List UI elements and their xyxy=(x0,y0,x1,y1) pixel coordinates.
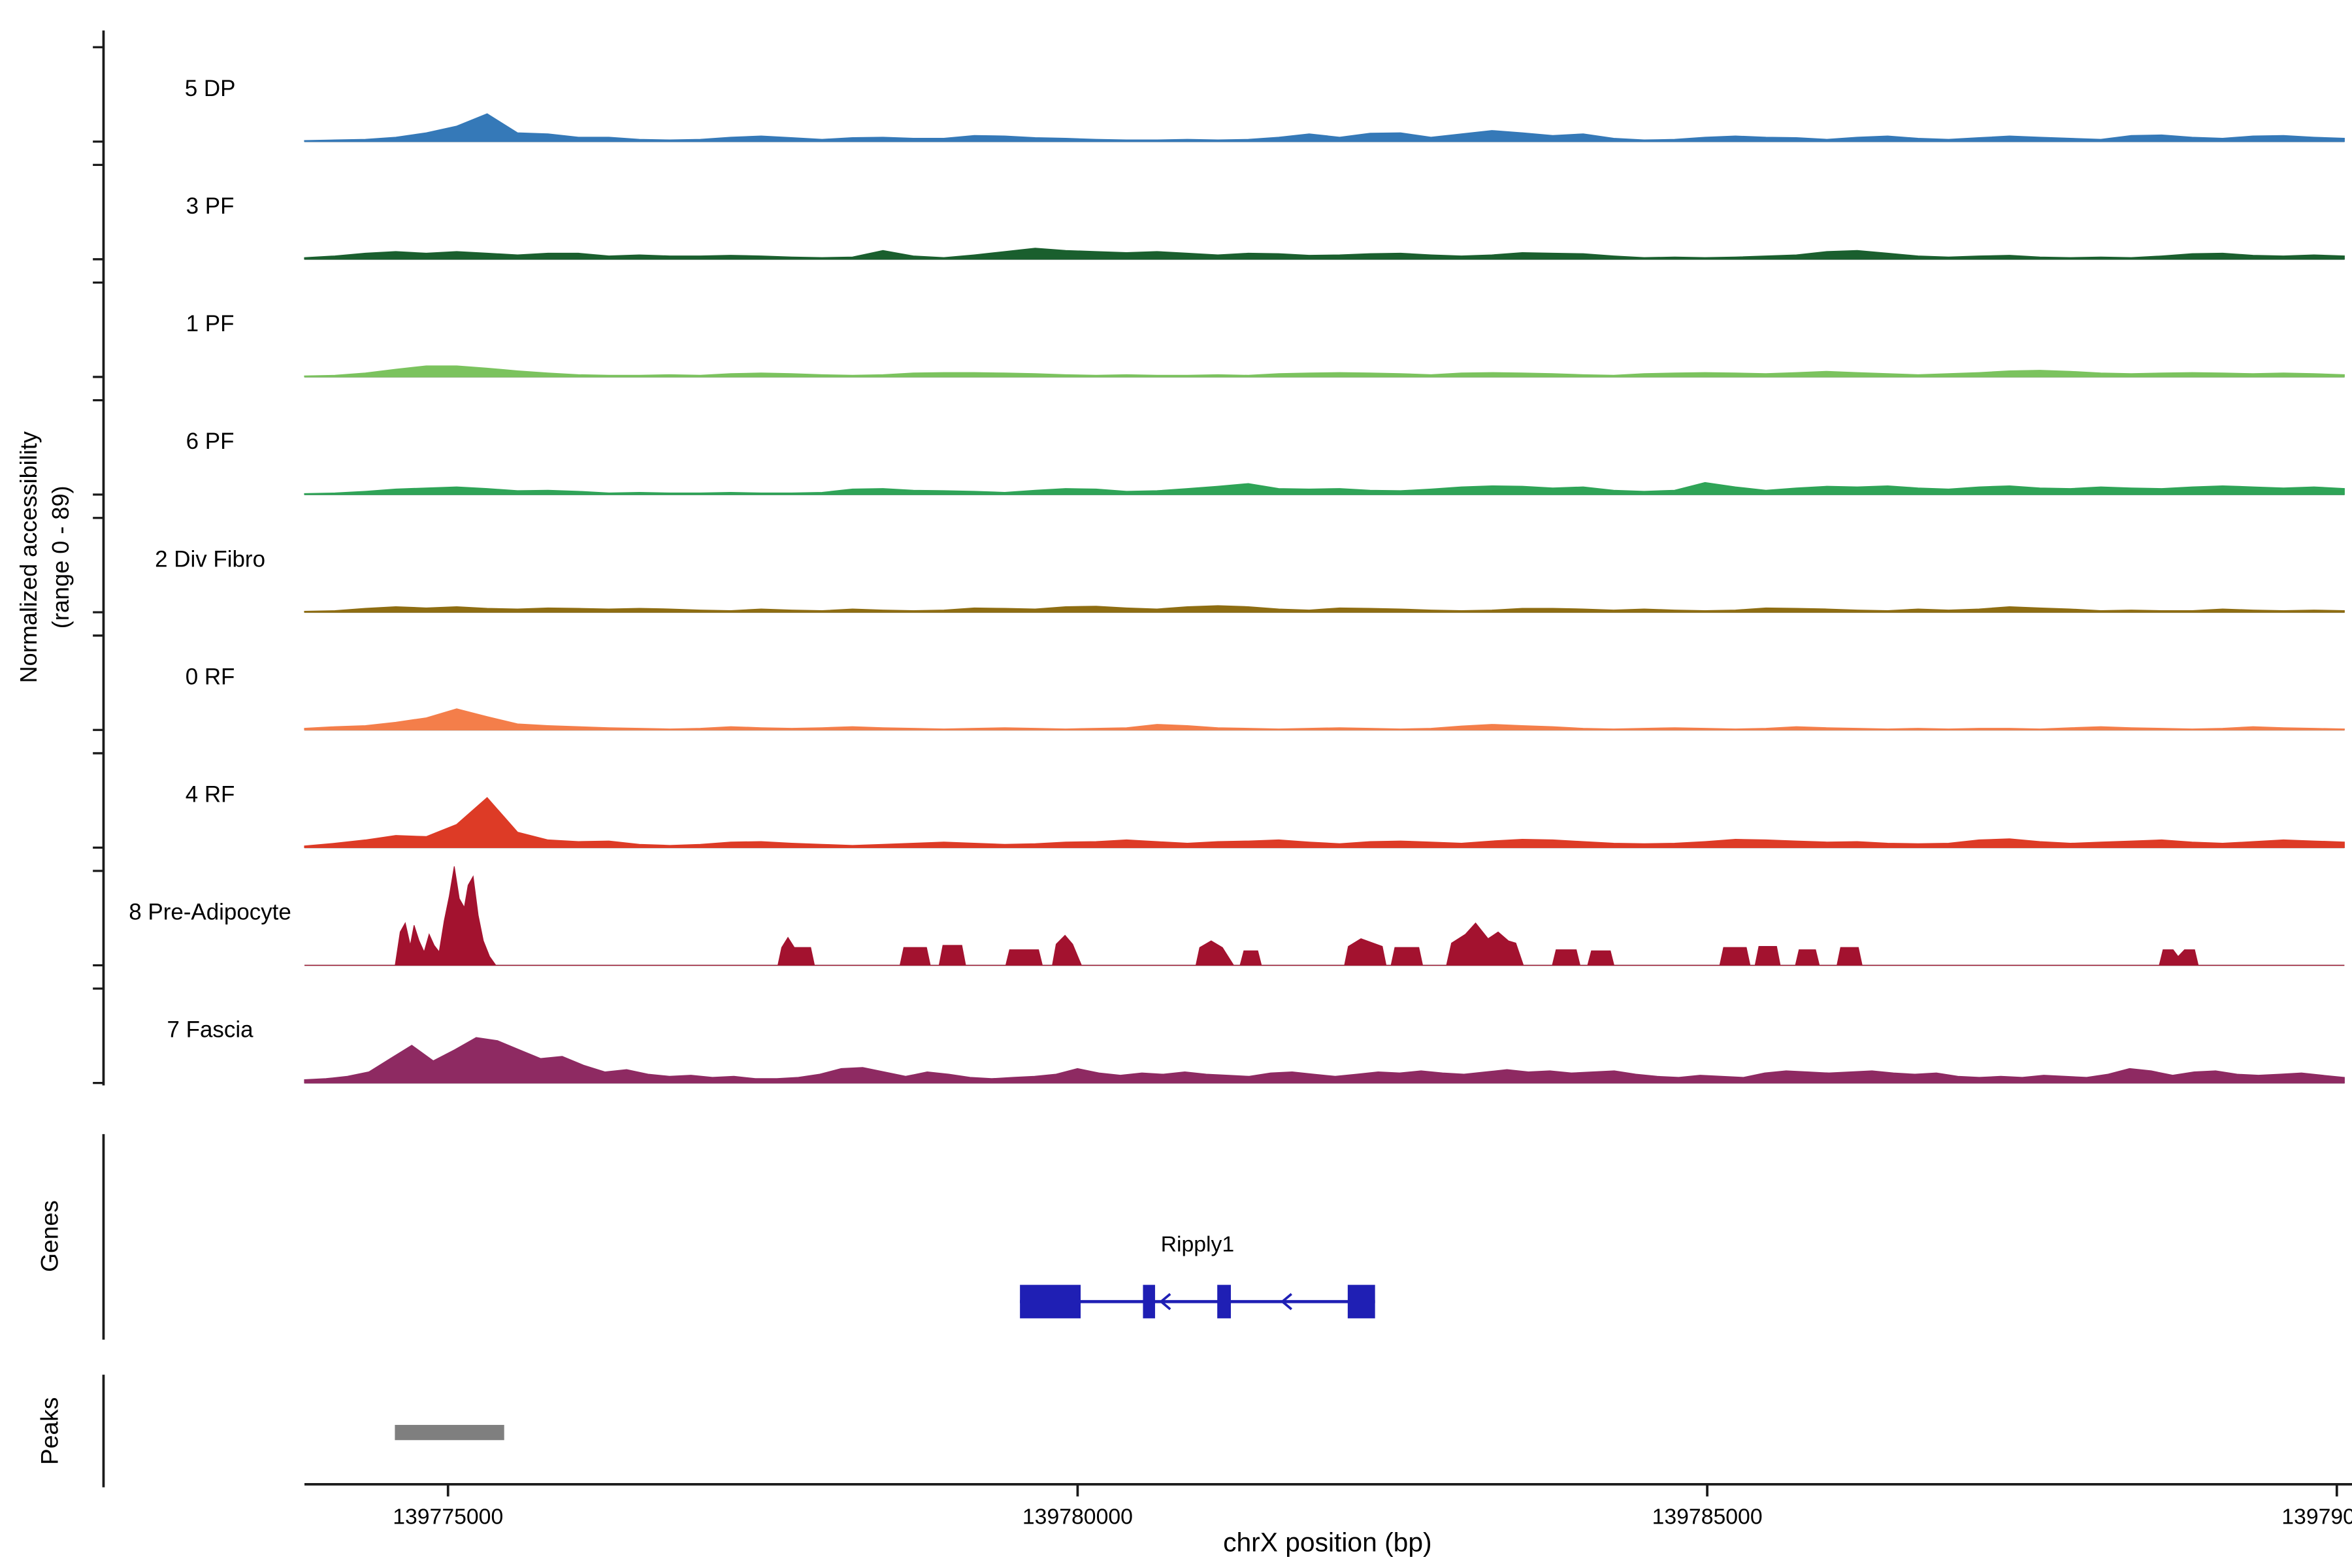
peaks-panel: Peaks xyxy=(36,1375,504,1488)
gene-model-Ripply1: Ripply1 xyxy=(1020,1232,1375,1318)
track-1-pf: 1 PF xyxy=(186,311,2345,378)
peaks-panel-label: Peaks xyxy=(36,1397,63,1465)
y-axis-ticks xyxy=(93,46,104,1085)
track-signal-8-pre-adipocyte xyxy=(304,866,2345,966)
track-2-div-fibro: 2 Div Fibro xyxy=(155,546,2345,613)
x-axis-tick-label: 139780000 xyxy=(1022,1504,1133,1529)
x-axis-tick-label: 139790000 xyxy=(2281,1504,2352,1529)
track-signal-7-fascia xyxy=(304,1037,2345,1084)
track-signal-0-rf xyxy=(304,708,2345,730)
genes-panel-label: Genes xyxy=(36,1200,63,1272)
y-axis-label-line2: (range 0 - 89) xyxy=(47,485,74,629)
track-label-8-pre-adipocyte: 8 Pre-Adipocyte xyxy=(129,900,291,925)
peak-bars xyxy=(395,1424,504,1441)
track-label-3-pf: 3 PF xyxy=(186,193,235,219)
track-signal-5-dp xyxy=(304,113,2345,142)
track-label-2-div-fibro: 2 Div Fibro xyxy=(155,546,265,572)
y-axis-label-line1: Normalized accessibility xyxy=(15,431,42,683)
gene-exon xyxy=(1143,1284,1155,1318)
track-label-1-pf: 1 PF xyxy=(186,311,235,336)
gene-strand-arrow xyxy=(1280,1293,1292,1311)
track-signal-1-pf xyxy=(304,365,2345,378)
track-label-4-rf: 4 RF xyxy=(186,781,235,807)
track-label-5-dp: 5 DP xyxy=(185,76,236,101)
genes-panel: Genes Ripply1 xyxy=(36,1134,1375,1340)
track-signal-2-div-fibro xyxy=(304,605,2345,613)
track-label-6-pf: 6 PF xyxy=(186,429,235,454)
track-4-rf: 4 RF xyxy=(186,781,2345,849)
track-signal-6-pf xyxy=(304,482,2345,495)
x-axis-title: chrX position (bp) xyxy=(1223,1527,1431,1557)
x-axis-ticks: 139775000 139780000 139785000 139790000 xyxy=(393,1484,2352,1529)
gene-exon xyxy=(1020,1284,1081,1318)
track-3-pf: 3 PF xyxy=(186,193,2345,260)
track-signal-4-rf xyxy=(304,796,2345,848)
tracks-panel: 5 DP 3 PF 1 PF 6 PF 2 Div Fibro 0 RF 4 RF 8 Pre… xyxy=(129,76,2345,1084)
track-signal-3-pf xyxy=(304,248,2345,260)
track-label-0-rf: 0 RF xyxy=(186,664,235,689)
x-axis-tick-label: 139775000 xyxy=(393,1504,503,1529)
gene-name-label: Ripply1 xyxy=(1161,1232,1235,1256)
x-axis: 139775000 139780000 139785000 139790000 chr… xyxy=(304,1482,2352,1557)
gene-exon xyxy=(1217,1284,1231,1318)
track-7-fascia: 7 Fascia xyxy=(167,1017,2345,1084)
gene-strand-arrow xyxy=(1159,1293,1171,1311)
x-axis-tick-label: 139785000 xyxy=(1652,1504,1763,1529)
peak-bar xyxy=(395,1424,504,1441)
track-6-pf: 6 PF xyxy=(186,429,2345,495)
gene-models: Ripply1 xyxy=(1020,1232,1375,1318)
track-0-rf: 0 RF xyxy=(186,664,2345,731)
track-8-pre-adipocyte: 8 Pre-Adipocyte xyxy=(129,866,2345,966)
y-axis: Normalized accessibility (range 0 - 89) xyxy=(15,30,105,1086)
track-5-dp: 5 DP xyxy=(185,76,2345,142)
gene-exon xyxy=(1347,1284,1375,1318)
track-label-7-fascia: 7 Fascia xyxy=(167,1017,254,1043)
